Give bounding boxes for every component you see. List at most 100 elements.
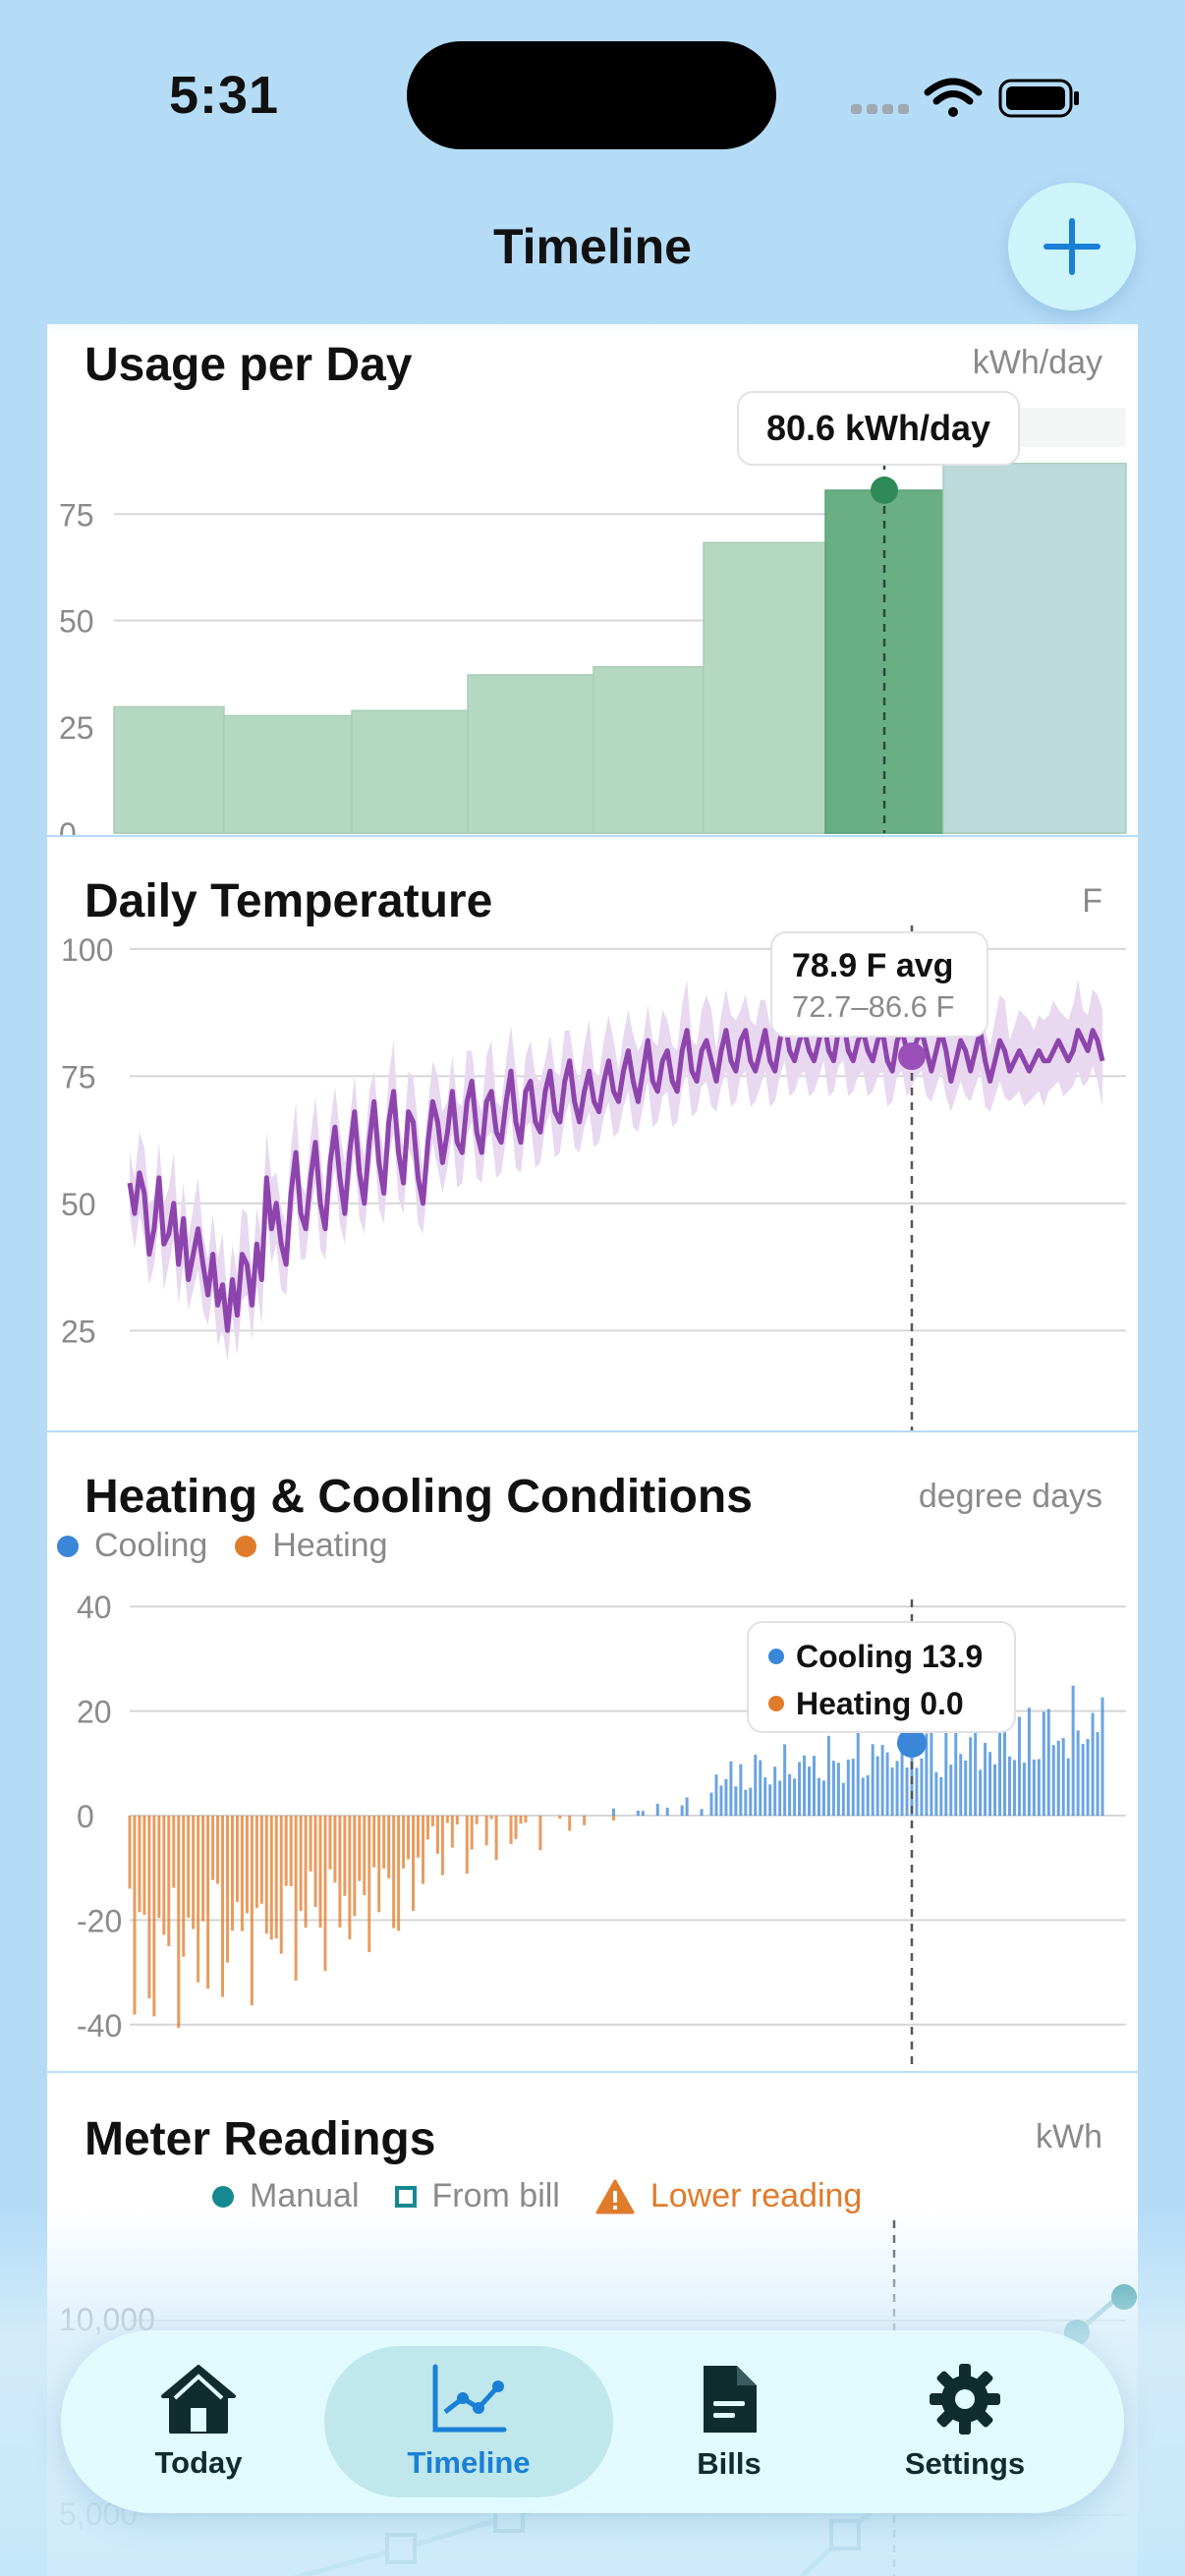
heating-bar xyxy=(435,1816,439,1854)
manual-legend-dot xyxy=(212,2185,234,2208)
heating-bar xyxy=(269,1816,273,1940)
heating-bar xyxy=(323,1816,327,1972)
heating-bar xyxy=(142,1816,146,1916)
cooling-bar xyxy=(773,1766,777,1816)
usage-chart[interactable]: 0 25 50 75 xyxy=(47,324,1138,835)
cooling-bar xyxy=(798,1762,802,1816)
cooling-bar xyxy=(826,1735,830,1816)
cooling-bar xyxy=(817,1777,820,1816)
tab-bills[interactable]: Bills xyxy=(631,2330,827,2513)
heating-bar xyxy=(367,1816,371,1953)
cooling-bar xyxy=(763,1777,767,1816)
cooling-bar xyxy=(905,1767,909,1816)
document-icon xyxy=(704,2366,757,2433)
temperature-tooltip-avg: 78.9 F avg xyxy=(792,947,954,984)
heating-bar xyxy=(230,1816,234,1932)
cooling-bar xyxy=(808,1766,812,1816)
cooling-bar xyxy=(920,1758,924,1816)
cooling-legend-label: Cooling xyxy=(94,1527,208,1564)
cooling-bar xyxy=(744,1789,748,1816)
heating-bar xyxy=(240,1816,244,1932)
heating-bar xyxy=(489,1816,493,1820)
heating-bar xyxy=(235,1816,239,1902)
cooling-bar xyxy=(949,1764,953,1816)
cooling-bar xyxy=(944,1727,948,1816)
heating-bar xyxy=(348,1816,352,1939)
cooling-bar xyxy=(1081,1744,1085,1816)
tab-bar: Today Timeline Bills xyxy=(61,2330,1124,2513)
degree-days-unit: degree days xyxy=(918,1478,1102,1515)
cooling-bar xyxy=(714,1774,718,1816)
heating-bar xyxy=(358,1816,362,1881)
tooltip-cooling-text: Cooling 13.9 xyxy=(796,1638,984,1674)
tooltip-heating-text: Heating 0.0 xyxy=(796,1685,964,1721)
usage-unit: kWh/day xyxy=(972,344,1102,381)
cooling-bar xyxy=(988,1752,992,1816)
usage-title: Usage per Day xyxy=(85,339,413,391)
cooling-bar xyxy=(925,1733,929,1816)
cooling-bar xyxy=(1051,1745,1055,1816)
usage-bar xyxy=(467,674,594,834)
temperature-chart[interactable]: 25 50 75 100 xyxy=(47,837,1138,1430)
cooling-bar xyxy=(793,1778,797,1816)
usage-bar xyxy=(703,541,826,834)
add-reading-button[interactable] xyxy=(1008,183,1136,310)
heating-bar xyxy=(363,1816,367,1896)
tab-timeline[interactable]: Timeline xyxy=(344,2330,593,2513)
heating-bar xyxy=(289,1816,293,1886)
heating-bar xyxy=(450,1816,454,1848)
heating-bar xyxy=(382,1816,386,1869)
temperature-y-tick: 100 xyxy=(61,932,113,968)
cooling-bar xyxy=(680,1805,684,1816)
cooling-bar xyxy=(1007,1756,1011,1816)
heating-bar xyxy=(338,1816,342,1928)
heating-bar xyxy=(353,1816,357,1917)
cooling-bar xyxy=(1003,1723,1007,1816)
tab-selected-highlight xyxy=(324,2346,613,2497)
cooling-bar xyxy=(734,1786,738,1816)
heating-bar xyxy=(470,1816,474,1850)
cooling-bar xyxy=(719,1785,723,1816)
meter-legend: Manual From bill Lower reading xyxy=(212,2177,862,2215)
heating-bar xyxy=(558,1816,562,1820)
usage-tooltip-text: 80.6 kWh/day xyxy=(765,408,991,448)
heating-bar xyxy=(172,1816,176,1888)
heating-bar xyxy=(192,1816,196,1930)
heating-bar xyxy=(421,1816,424,1884)
tooltip-heating-row: Heating 0.0 xyxy=(768,1680,994,1727)
heating-bar xyxy=(402,1816,406,1869)
degree-days-y-tick: -40 xyxy=(77,2008,122,2044)
heating-bar xyxy=(162,1816,166,1935)
cooling-bar xyxy=(1056,1740,1060,1816)
temperature-selected-point xyxy=(897,1042,926,1071)
status-time: 5:31 xyxy=(169,66,280,125)
usage-bar xyxy=(351,709,469,834)
cooling-bar xyxy=(729,1761,733,1816)
tooltip-heating-dot xyxy=(768,1696,784,1711)
tab-today-label: Today xyxy=(154,2445,243,2480)
tooltip-cooling-row: Cooling 13.9 xyxy=(768,1633,994,1680)
heating-bar xyxy=(177,1816,181,2028)
temperature-range-band xyxy=(130,969,1102,1362)
cooling-bar xyxy=(1042,1711,1045,1816)
cooling-bar xyxy=(1066,1758,1070,1816)
heating-bar xyxy=(343,1816,347,1896)
heating-bar xyxy=(157,1816,161,1919)
manual-legend-label: Manual xyxy=(250,2177,360,2214)
tab-today[interactable]: Today xyxy=(100,2330,297,2513)
heating-bar xyxy=(465,1816,469,1875)
temperature-y-tick: 75 xyxy=(61,1059,96,1094)
page-title: Timeline xyxy=(493,219,692,274)
degree-days-legend: Cooling Heating xyxy=(57,1527,388,1565)
usage-bar xyxy=(223,714,353,834)
meter-title: Meter Readings xyxy=(85,2113,436,2165)
gear-icon xyxy=(930,2364,1000,2435)
cooling-bar xyxy=(871,1744,875,1816)
cooling-bar xyxy=(934,1771,938,1816)
heating-bar xyxy=(445,1816,449,1823)
degree-days-chart[interactable]: 40 20 0 -20 -40 xyxy=(47,1432,1138,2071)
heating-bar xyxy=(509,1816,513,1844)
tab-settings[interactable]: Settings xyxy=(867,2330,1063,2513)
degree-days-title: Heating & Cooling Conditions xyxy=(85,1471,753,1523)
